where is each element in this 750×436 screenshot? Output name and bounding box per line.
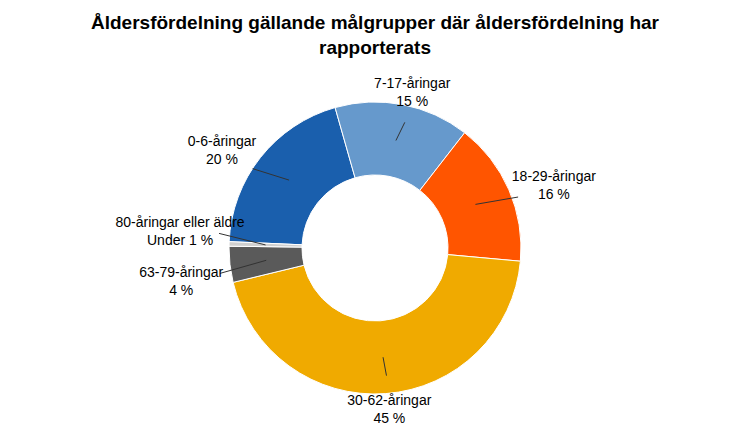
slice xyxy=(229,242,302,247)
leader-line xyxy=(219,233,265,245)
chart-area: 0-6-åringar 20 % 7-17-åringar 15 % 18-29-åri… xyxy=(0,0,750,436)
leader-line xyxy=(383,357,386,375)
value-label: 4 % xyxy=(169,282,193,298)
category-label: 7-17-åringar xyxy=(374,75,451,91)
category-label: 18-29-åringar xyxy=(512,168,596,184)
category-label: 30-62-åringar xyxy=(347,392,431,408)
category-label: 0-6-åringar xyxy=(188,133,257,149)
slice xyxy=(229,108,355,245)
category-label: 80-åringar eller äldre xyxy=(115,214,244,230)
data-labels: 0-6-åringar 20 % 7-17-åringar 15 % 18-29-åri… xyxy=(115,75,596,426)
leader-line xyxy=(220,260,266,273)
value-label: Under 1 % xyxy=(147,232,213,248)
slice xyxy=(233,255,520,394)
chart-title: Åldersfördelning gällande målgrupper där… xyxy=(75,10,675,60)
value-label: 45 % xyxy=(373,410,405,426)
leader-line xyxy=(253,169,289,180)
leader-lines xyxy=(219,122,518,375)
category-label: 63-79-åringar xyxy=(139,264,223,280)
leader-line xyxy=(475,197,518,204)
value-label: 20 % xyxy=(206,151,238,167)
value-label: 16 % xyxy=(538,186,570,202)
leader-line xyxy=(396,122,405,140)
value-label: 15 % xyxy=(396,93,428,109)
slices xyxy=(229,102,521,394)
slice xyxy=(420,133,521,261)
slice xyxy=(229,246,304,282)
